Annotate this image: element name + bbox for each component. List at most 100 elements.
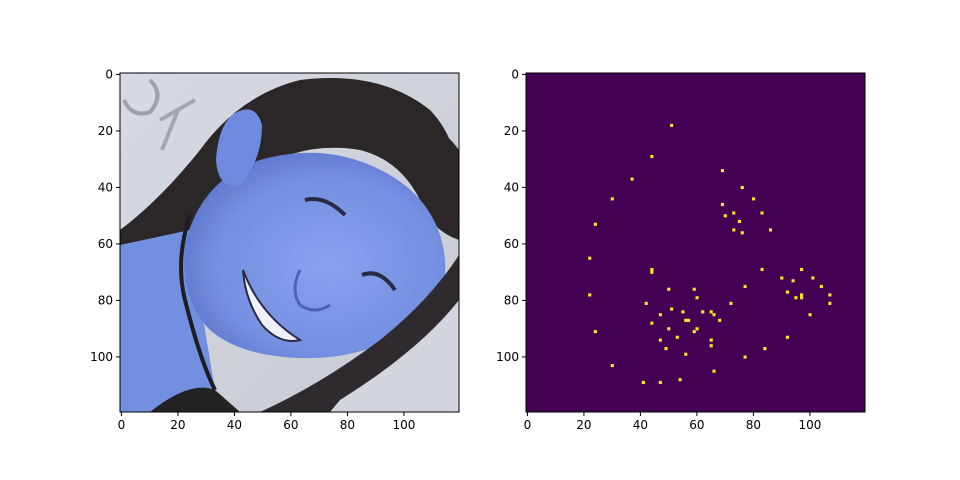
heatmap-point — [800, 267, 804, 272]
heatmap-point — [664, 347, 668, 351]
left-y-tick-label: 40 — [98, 180, 113, 194]
left-y-axis: 0 20 40 60 80 100 — [90, 67, 120, 364]
heatmap-point — [709, 310, 713, 314]
heatmap-point — [752, 197, 756, 201]
face — [184, 152, 446, 359]
heatmap-point — [819, 284, 823, 288]
heatmap-point — [667, 327, 671, 331]
heatmap-point — [610, 363, 614, 368]
right-x-tick-label: 20 — [576, 418, 591, 432]
heatmap-point — [800, 296, 804, 300]
heatmap-points — [588, 123, 832, 385]
heatmap-point — [718, 318, 722, 322]
heatmap-point — [768, 228, 773, 232]
heatmap-point — [670, 123, 674, 127]
heatmap-point — [709, 338, 713, 342]
heatmap-point — [732, 211, 736, 215]
backdrop-letter — [122, 78, 160, 116]
left-x-tick-label: 100 — [392, 418, 415, 432]
heatmap-point — [641, 380, 645, 385]
heatmap-point — [800, 293, 804, 297]
heatmap-point — [828, 301, 832, 305]
right-y-tick-label: 80 — [504, 293, 519, 307]
right-x-tick-label: 80 — [746, 418, 761, 432]
left-y-tick-label: 100 — [90, 350, 113, 364]
heatmap-point — [610, 197, 614, 201]
heatmap-panel: 0 20 40 60 80 100 0 20 40 60 80 100 — [496, 67, 866, 432]
heatmap-point — [650, 270, 654, 274]
heatmap-point — [658, 380, 662, 385]
hair-fringe — [340, 114, 459, 230]
right-eye — [361, 271, 397, 292]
heatmap-point — [740, 231, 744, 235]
heatmap-point — [723, 214, 727, 218]
heatmap-background — [526, 73, 865, 412]
heatmap-point — [695, 327, 699, 331]
heatmap-point — [588, 256, 592, 260]
heatmap-point — [828, 293, 832, 297]
right-y-tick-label: 100 — [496, 350, 519, 364]
left-x-tick-label: 20 — [170, 418, 185, 432]
heatmap-point — [785, 290, 790, 294]
left-y-tick-label: 80 — [98, 293, 113, 307]
heatmap-point — [701, 310, 705, 314]
right-y-axis: 0 20 40 60 80 100 — [496, 67, 526, 364]
heatmap-point — [670, 307, 674, 311]
right-x-tick-label: 40 — [633, 418, 648, 432]
heatmap-point — [644, 301, 648, 305]
heatmap-point — [743, 355, 747, 359]
mouth — [242, 269, 303, 342]
image-background-lower — [330, 300, 459, 412]
heatmap-point — [808, 313, 812, 317]
right-y-tick-label: 40 — [504, 180, 519, 194]
heatmap-point — [675, 335, 679, 339]
heatmap-point — [791, 279, 795, 283]
heatmap-point — [729, 301, 733, 305]
face-image-panel: 0 20 40 60 80 100 0 20 40 60 80 100 — [90, 67, 460, 432]
ear — [216, 109, 262, 186]
heatmap-point — [720, 202, 725, 207]
heatmap-point — [763, 347, 767, 351]
heatmap-point — [658, 338, 662, 342]
left-x-tick-label: 60 — [283, 418, 298, 432]
heatmap-point — [794, 296, 798, 300]
face-image — [120, 73, 459, 412]
heatmap-point — [780, 276, 784, 280]
left-x-tick-label: 0 — [118, 418, 126, 432]
heatmap-point — [709, 344, 713, 348]
heatmap-point — [712, 313, 716, 317]
heatmap-point — [593, 330, 597, 334]
heatmap-point — [684, 352, 688, 356]
right-y-tick-label: 20 — [504, 124, 519, 138]
left-eye — [304, 197, 347, 217]
heatmap-point — [650, 321, 654, 325]
right-axes-frame — [525, 72, 866, 413]
heatmap-point — [740, 186, 744, 190]
heatmap-point — [681, 310, 685, 314]
heatmap-point — [720, 169, 725, 173]
heatmap-point — [687, 318, 691, 322]
heatmap-point — [692, 287, 696, 291]
right-x-tick-label: 60 — [689, 418, 704, 432]
heatmap-point — [692, 330, 696, 334]
heatmap-point — [743, 284, 747, 288]
heatmap-point — [811, 276, 815, 280]
left-axes-frame — [119, 72, 460, 413]
heatmap-point — [737, 219, 741, 224]
heatmap-point — [667, 287, 671, 291]
right-x-axis: 0 20 40 60 80 100 — [524, 412, 821, 432]
heatmap-point — [712, 369, 716, 373]
heatmap-point — [630, 177, 634, 181]
heatmap-point — [760, 267, 764, 272]
right-y-tick-label: 60 — [504, 237, 519, 251]
right-x-tick-label: 0 — [524, 418, 532, 432]
collar — [150, 387, 240, 412]
heatmap-point — [650, 267, 654, 272]
heatmap-point — [684, 318, 688, 322]
left-x-axis: 0 20 40 60 80 100 — [118, 412, 415, 432]
heatmap-point — [678, 378, 682, 382]
right-y-tick-label: 0 — [511, 67, 519, 81]
heatmap-point — [658, 313, 662, 317]
left-y-tick-label: 60 — [98, 237, 113, 251]
